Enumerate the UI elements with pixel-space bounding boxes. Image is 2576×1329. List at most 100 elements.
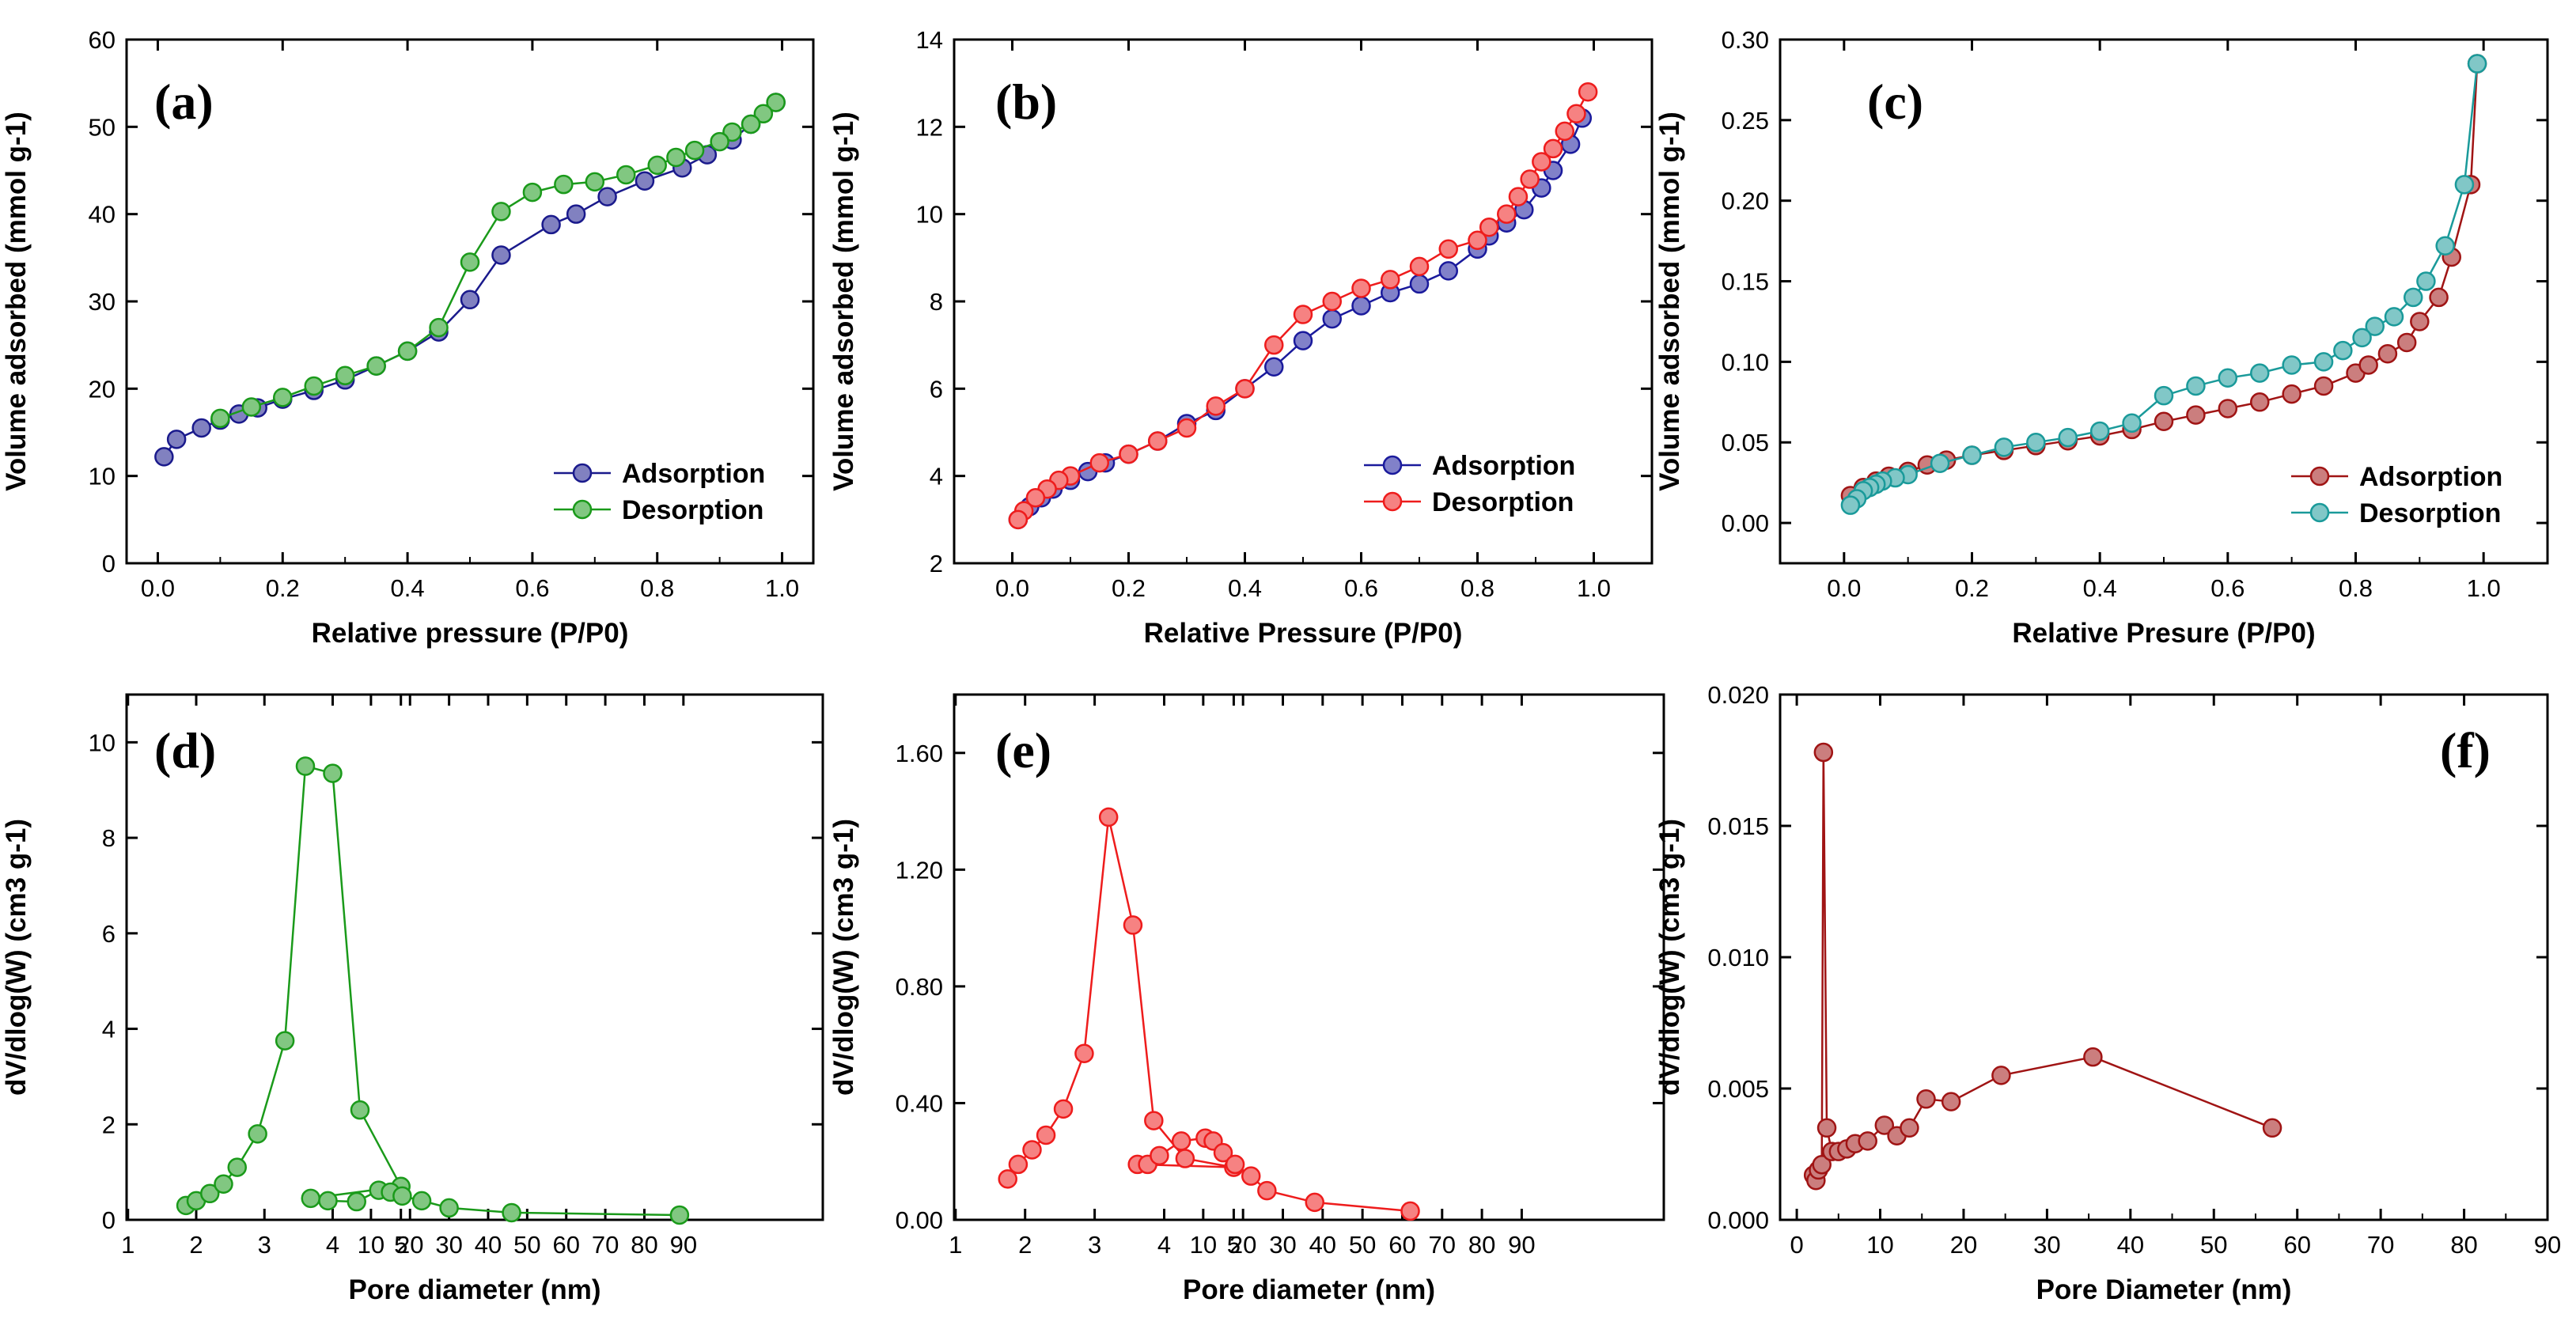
data-point bbox=[1089, 452, 1109, 473]
data-point bbox=[1351, 278, 1371, 298]
data-point bbox=[1930, 453, 1950, 473]
y-axis-title: Volume adsorbed (mmol g-1) bbox=[1, 112, 32, 491]
data-point bbox=[1150, 1145, 1169, 1166]
panel-b: 0.0 0.2 0.4 0.6 0.8 1.0 2 4 6 8 10 12 14 Relative Pre… bbox=[828, 26, 1654, 649]
y-tick-label: 0 bbox=[102, 550, 116, 577]
data-point bbox=[541, 214, 561, 235]
data-point bbox=[1305, 1192, 1324, 1213]
x-tick-label: 30 bbox=[2033, 1231, 2060, 1259]
x-tick-label: 1.0 bbox=[2467, 574, 2501, 602]
panel-label: (c) bbox=[1867, 74, 1923, 130]
data-point bbox=[616, 165, 636, 185]
data-point bbox=[1578, 81, 1598, 102]
y-tick-label: 0.00 bbox=[1722, 509, 1769, 537]
x-tick-label: 60 bbox=[552, 1231, 579, 1259]
y-tick-label: 40 bbox=[89, 201, 116, 229]
data-point bbox=[2416, 271, 2436, 291]
x-tick-label: 0.8 bbox=[2339, 574, 2373, 602]
data-point bbox=[1225, 1154, 1245, 1175]
data-point bbox=[669, 1205, 690, 1225]
x-tick-label: 0 bbox=[1790, 1231, 1803, 1259]
data-point bbox=[1916, 1089, 1936, 1109]
data-point bbox=[273, 388, 293, 407]
legend-marker bbox=[2309, 466, 2330, 487]
data-point bbox=[2026, 432, 2046, 452]
x-tick-label: 4 bbox=[326, 1231, 339, 1259]
data-point bbox=[1962, 445, 1982, 465]
y-tick-label: 50 bbox=[89, 113, 116, 141]
data-point bbox=[1555, 121, 1574, 142]
data-point bbox=[2404, 287, 2423, 308]
data-point bbox=[998, 1169, 1017, 1189]
data-point bbox=[1241, 1166, 1261, 1186]
y-tick-label: 2 bbox=[102, 1111, 116, 1138]
data-point bbox=[741, 114, 761, 134]
data-point bbox=[2313, 352, 2334, 372]
data-point bbox=[1175, 1149, 1195, 1168]
data-point bbox=[1176, 418, 1197, 438]
data-point bbox=[295, 756, 316, 776]
data-point bbox=[439, 1198, 459, 1218]
x-tick-label: 80 bbox=[631, 1231, 657, 1259]
y-tick-label: 0.30 bbox=[1722, 26, 1769, 54]
x-tick-label: 0.8 bbox=[1460, 574, 1494, 602]
data-point bbox=[1257, 1180, 1277, 1201]
x-axis-title: Pore diameter (nm) bbox=[349, 1274, 601, 1305]
data-point bbox=[460, 290, 480, 310]
panel-d: 1 2 3 4 5 10 20 30 40 50 60 70 80 90 0 2 4 6 8 10 Pore diame… bbox=[1, 693, 824, 1305]
data-point bbox=[1074, 1043, 1094, 1063]
x-tick-label: 20 bbox=[1229, 1231, 1256, 1259]
data-point bbox=[1171, 1131, 1191, 1151]
x-tick-label: 0.0 bbox=[995, 574, 1029, 602]
y-tick-label: 10 bbox=[916, 201, 943, 229]
data-point bbox=[1053, 1099, 1074, 1119]
data-point bbox=[1381, 270, 1400, 290]
data-point bbox=[1991, 1066, 2011, 1085]
x-tick-label: 0.2 bbox=[1955, 574, 1989, 602]
data-point bbox=[1400, 1201, 1420, 1221]
series-line bbox=[1006, 816, 1411, 1213]
data-point bbox=[1994, 437, 2014, 457]
data-point bbox=[2186, 376, 2206, 396]
data-point bbox=[2358, 355, 2378, 375]
data-point bbox=[1941, 1092, 1961, 1111]
y-tick-label: 0.40 bbox=[896, 1089, 943, 1117]
data-point bbox=[2282, 384, 2301, 404]
x-tick-label: 40 bbox=[475, 1231, 502, 1259]
x-tick-label: 80 bbox=[2450, 1231, 2477, 1259]
legend-marker bbox=[572, 463, 593, 483]
data-point bbox=[766, 93, 786, 112]
x-tick-label: 50 bbox=[513, 1231, 540, 1259]
series-line bbox=[1850, 63, 2479, 506]
series-line bbox=[185, 764, 680, 1217]
data-point bbox=[154, 447, 174, 467]
legend-label: Desorption bbox=[2359, 498, 2501, 528]
data-point bbox=[1144, 1111, 1164, 1130]
y-axis-title: Volume adsorbed (mmol g-1) bbox=[828, 112, 859, 491]
x-tick-label: 80 bbox=[1468, 1231, 1495, 1259]
x-tick-label: 10 bbox=[1190, 1231, 1217, 1259]
y-tick-label: 30 bbox=[89, 288, 116, 316]
data-point bbox=[491, 245, 511, 265]
legend-marker bbox=[2309, 502, 2330, 523]
data-point bbox=[491, 202, 511, 222]
data-point bbox=[2186, 405, 2206, 425]
y-axis-title: dV/dlog(W) (cm3 g-1) bbox=[1654, 819, 1685, 1096]
x-tick-label: 0.2 bbox=[266, 574, 300, 602]
x-tick-label: 2 bbox=[189, 1231, 203, 1259]
x-tick-label: 20 bbox=[1950, 1231, 1977, 1259]
series-line bbox=[1850, 63, 2479, 497]
data-point bbox=[214, 1174, 233, 1194]
x-tick-label: 1.0 bbox=[765, 574, 799, 602]
panel-label: (f) bbox=[2440, 722, 2491, 778]
data-point bbox=[1264, 357, 1284, 377]
data-point bbox=[2467, 54, 2487, 74]
x-tick-label: 5 bbox=[1227, 1231, 1241, 1259]
data-point bbox=[304, 376, 324, 396]
data-point bbox=[1566, 104, 1586, 124]
data-point bbox=[2250, 363, 2270, 383]
y-tick-label: 10 bbox=[89, 729, 116, 756]
x-tick-label: 60 bbox=[1388, 1231, 1415, 1259]
data-point bbox=[2089, 421, 2110, 441]
y-tick-label: 12 bbox=[916, 113, 943, 141]
